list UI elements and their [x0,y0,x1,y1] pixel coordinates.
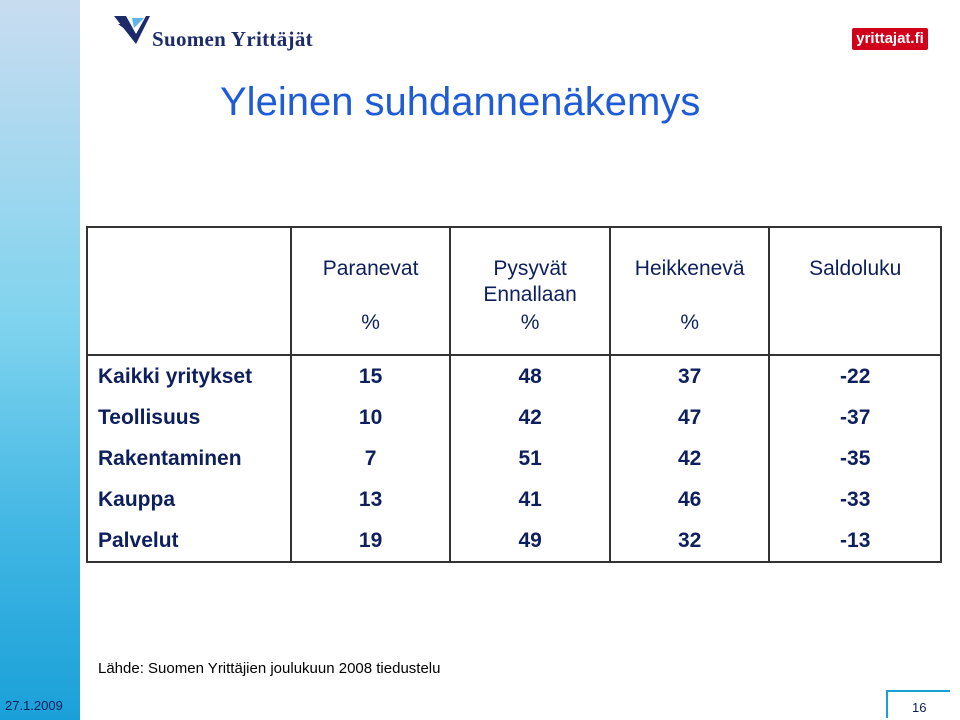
column-header-line1: Saldoluku [809,257,902,280]
table-cell: 32 [608,520,771,563]
table-cell: 49 [449,520,611,563]
column-header: Heikkenevä % [608,226,771,356]
row-label: Kauppa [86,479,292,520]
table-row: Kaikki yritykset 15 48 37 -22 [86,355,942,397]
column-header: Pysyvät Ennallaan % [449,226,611,356]
row-label: Kaikki yritykset [86,355,292,397]
column-header-unit: % [361,311,380,334]
column-header: Paranevat % [289,226,452,356]
table-cell: 42 [449,397,611,438]
yrittajat-fi-badge[interactable]: yrittajat.fi [852,28,928,50]
page-number: 16 [912,700,927,715]
table-cell: 7 [289,438,452,479]
table-cell: 47 [608,397,771,438]
table-cell: 41 [449,479,611,520]
table-cell: -13 [768,520,942,563]
row-label: Rakentaminen [86,438,292,479]
column-header-unit: % [680,311,699,334]
table-cell: 13 [289,479,452,520]
table-row: Palvelut 19 49 32 -13 [86,520,942,563]
suomen-yrittajat-logo: Suomen Yrittäjät [112,14,313,54]
table-row: Kauppa 13 41 46 -33 [86,479,942,520]
logo-text: Suomen Yrittäjät [152,27,313,51]
footer-date: 27.1.2009 [5,698,63,713]
left-decorative-band [0,0,80,720]
outlook-table: Paranevat % Pysyvät Ennallaan % Heikkene… [86,226,942,563]
table-cell: 37 [608,355,771,397]
table-cell: 48 [449,355,611,397]
table-cell: 15 [289,355,452,397]
column-header-line1: Heikkenevä [634,257,745,280]
header-corner-cell [86,226,292,356]
row-label: Palvelut [86,520,292,563]
table-cell: 42 [608,438,771,479]
table-row: Teollisuus 10 42 47 -37 [86,397,942,438]
table-cell: 46 [608,479,771,520]
table-cell: -35 [768,438,942,479]
page-title: Yleinen suhdannenäkemys [220,80,701,124]
column-header-line2: Ennallaan [483,283,577,306]
logo-emblem-icon [114,16,150,44]
table-row: Rakentaminen 7 51 42 -35 [86,438,942,479]
table-cell: -22 [768,355,942,397]
table-cell: 19 [289,520,452,563]
column-header-unit: % [520,311,540,334]
column-header-line1: Pysyvät [493,257,567,280]
table-cell: 10 [289,397,452,438]
table-cell: 51 [449,438,611,479]
table-header-row: Paranevat % Pysyvät Ennallaan % Heikkene… [86,226,942,356]
table-cell: -33 [768,479,942,520]
column-header-line1: Paranevat [322,257,419,280]
row-label: Teollisuus [86,397,292,438]
column-header: Saldoluku [768,226,942,356]
page-number-frame [886,690,950,718]
source-note: Lähde: Suomen Yrittäjien joulukuun 2008 … [98,660,441,677]
table-cell: -37 [768,397,942,438]
